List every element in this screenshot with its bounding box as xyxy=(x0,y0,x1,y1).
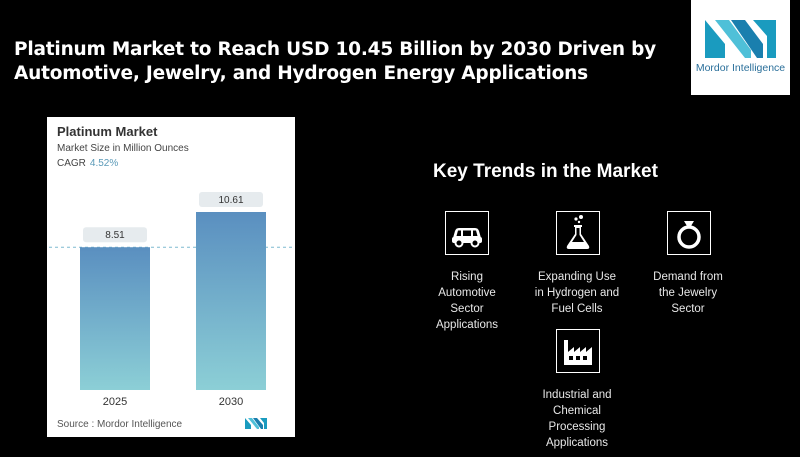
value-label: 10.61 xyxy=(218,195,243,206)
trend-label-automotive: Rising Automotive Sector Applications xyxy=(412,269,522,333)
mordor-logo-icon xyxy=(705,20,776,58)
value-label-bg xyxy=(199,192,263,207)
label-line: Industrial and xyxy=(542,389,612,401)
car-icon xyxy=(445,211,489,255)
chart-card: Platinum Market Market Size in Million O… xyxy=(47,117,295,437)
mini-logo-icon xyxy=(245,418,267,429)
label-line: Sector xyxy=(450,303,484,315)
trend-label-hydrogen: Expanding Use in Hydrogen and Fuel Cells xyxy=(522,269,632,317)
label-line: the Jewelry xyxy=(658,287,718,299)
bar-chart: 8.51 2025 10.61 2030 xyxy=(49,192,293,408)
label-line: Fuel Cells xyxy=(551,303,603,315)
label-line: Applications xyxy=(435,319,498,331)
category-label: 2025 xyxy=(103,396,127,408)
headline-line-1: Platinum Market to Reach USD 10.45 Billi… xyxy=(14,39,657,60)
value-label-bg xyxy=(83,227,147,243)
bar-2030 xyxy=(196,212,266,390)
label-line: Expanding Use xyxy=(538,271,616,283)
factory-icon xyxy=(556,329,600,373)
label-line: Processing xyxy=(548,421,606,433)
label-line: Automotive xyxy=(438,287,496,299)
chart-subtitle: Market Size in Million Ounces xyxy=(57,143,189,154)
cagr-value: 4.52% xyxy=(89,158,119,169)
headline: Platinum Market to Reach USD 10.45 Billi… xyxy=(14,38,657,86)
label-line: Rising xyxy=(451,271,483,283)
brand-logo-text: Mordor Intelligence xyxy=(695,62,786,74)
value-label: 8.51 xyxy=(105,230,125,241)
ring-icon xyxy=(667,211,711,255)
bar-2025 xyxy=(80,247,150,390)
label-line: Sector xyxy=(671,303,705,315)
label-line: Chemical xyxy=(553,405,601,417)
chart-title: Platinum Market xyxy=(57,124,158,139)
trend-label-industrial: Industrial and Chemical Processing Appli… xyxy=(522,387,632,451)
chart-source: Source : Mordor Intelligence xyxy=(57,419,183,430)
category-label: 2030 xyxy=(219,396,243,408)
cagr-readout: CAGR 4.52% xyxy=(57,158,118,169)
brand-logo: Mordor Intelligence xyxy=(691,0,790,95)
trends-title: Key Trends in the Market xyxy=(433,161,658,182)
headline-line-2: Automotive, Jewelry, and Hydrogen Energy… xyxy=(14,63,588,84)
label-line: Demand from xyxy=(653,271,723,283)
flask-icon xyxy=(556,211,600,255)
trend-label-jewelry: Demand from the Jewelry Sector xyxy=(633,269,743,317)
label-line: Applications xyxy=(545,437,608,449)
label-line: in Hydrogen and xyxy=(534,287,620,299)
cagr-label: CAGR xyxy=(57,158,86,169)
